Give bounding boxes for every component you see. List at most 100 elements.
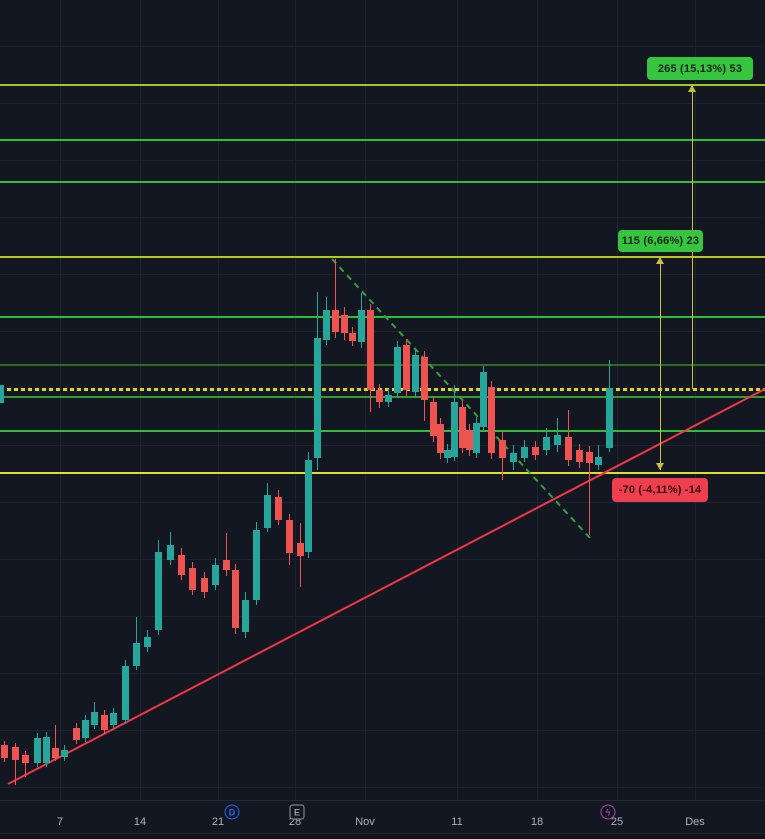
candle-wick	[226, 533, 227, 576]
lightning-icon[interactable]: ϟ	[600, 804, 616, 820]
stop-loss-label[interactable]: -70 (-4,11%) -14	[612, 478, 708, 502]
candle	[576, 450, 583, 462]
gridline-horizontal	[0, 160, 765, 161]
candle	[212, 565, 219, 585]
candle	[451, 402, 458, 457]
candle	[178, 555, 185, 575]
time-axis[interactable]: 7 14 21 28 Nov 11 18 25 Des	[0, 800, 765, 834]
candle	[459, 407, 466, 448]
candle	[91, 712, 98, 725]
candle	[367, 310, 374, 390]
gridline-horizontal	[0, 274, 765, 275]
candle	[403, 345, 410, 390]
candle	[52, 748, 59, 758]
candle	[167, 545, 174, 560]
time-axis-label[interactable]: 21	[211, 816, 225, 828]
arrow-up-icon	[688, 85, 696, 92]
arrow-up-icon	[656, 257, 664, 264]
earnings-icon[interactable]: E	[289, 804, 305, 820]
gridline-horizontal	[0, 502, 765, 503]
candle-wick	[335, 259, 336, 338]
candle	[22, 755, 29, 763]
candle	[82, 720, 89, 738]
time-axis-label[interactable]: 25	[610, 816, 624, 828]
candle	[394, 347, 401, 393]
candle	[323, 310, 330, 340]
candle	[532, 447, 539, 455]
gridline-horizontal	[0, 445, 765, 446]
candle	[43, 737, 50, 763]
gridline-horizontal	[0, 673, 765, 674]
candle	[521, 447, 528, 458]
candle	[61, 750, 68, 757]
horizontal-ray[interactable]	[0, 181, 765, 183]
horizontal-ray[interactable]	[0, 139, 765, 141]
gridline-vertical	[365, 0, 366, 800]
candle	[189, 568, 196, 590]
candle	[543, 437, 550, 450]
candle	[253, 530, 260, 600]
candle	[242, 600, 249, 632]
candle	[264, 495, 271, 528]
time-axis-label[interactable]: 7	[56, 816, 64, 828]
candle	[466, 430, 473, 450]
candle	[586, 452, 593, 463]
candle-wick	[589, 446, 590, 535]
gridline-vertical	[457, 0, 458, 800]
candle	[275, 497, 282, 520]
candle	[358, 310, 365, 342]
candle	[421, 357, 428, 400]
candle	[412, 355, 419, 392]
horizontal-ray[interactable]	[0, 430, 765, 432]
candle	[341, 315, 348, 333]
gridline-horizontal	[0, 787, 765, 788]
candle	[499, 440, 506, 458]
dividend-icon[interactable]: D	[224, 804, 240, 820]
candle	[554, 435, 561, 445]
candle	[12, 747, 19, 760]
candle	[73, 728, 80, 740]
gridline-vertical	[537, 0, 538, 800]
candle	[430, 402, 437, 436]
horizontal-ray[interactable]	[0, 364, 765, 366]
horizontal-ray[interactable]	[0, 472, 765, 474]
candle	[122, 666, 129, 720]
target-price-label[interactable]: 265 (15,13%) 53	[647, 57, 753, 80]
time-axis-label[interactable]: 18	[530, 816, 544, 828]
candle	[0, 385, 4, 403]
measure-arrow-line[interactable]	[660, 257, 661, 470]
candle	[223, 560, 230, 570]
candle	[473, 423, 480, 453]
candle	[232, 570, 239, 628]
candle	[488, 387, 495, 453]
candle	[305, 460, 312, 552]
gridline-horizontal	[0, 103, 765, 104]
candle	[332, 310, 339, 332]
time-axis-label[interactable]: 14	[133, 816, 147, 828]
candle	[595, 457, 602, 465]
bottom-panel-edge	[0, 833, 765, 839]
time-axis-label[interactable]: Des	[685, 816, 705, 828]
gridline-vertical	[218, 0, 219, 800]
gridline-horizontal	[0, 46, 765, 47]
take-profit-label[interactable]: 115 (6,66%) 23	[618, 230, 703, 252]
horizontal-ray[interactable]	[0, 316, 765, 318]
candle	[144, 637, 151, 647]
candle	[34, 738, 41, 763]
gridline-horizontal	[0, 616, 765, 617]
horizontal-ray[interactable]	[0, 387, 765, 391]
candle	[565, 437, 572, 460]
gridline-vertical	[140, 0, 141, 800]
gridline-vertical	[695, 0, 696, 800]
time-axis-label[interactable]: Nov	[355, 816, 375, 828]
support-trendline[interactable]	[7, 388, 765, 785]
horizontal-ray[interactable]	[0, 256, 765, 258]
candle	[437, 424, 444, 453]
candle	[480, 372, 487, 427]
horizontal-ray[interactable]	[0, 84, 765, 86]
time-axis-label[interactable]: 11	[451, 816, 463, 828]
candle	[1, 745, 8, 758]
candle	[510, 453, 517, 462]
candle	[314, 338, 321, 458]
